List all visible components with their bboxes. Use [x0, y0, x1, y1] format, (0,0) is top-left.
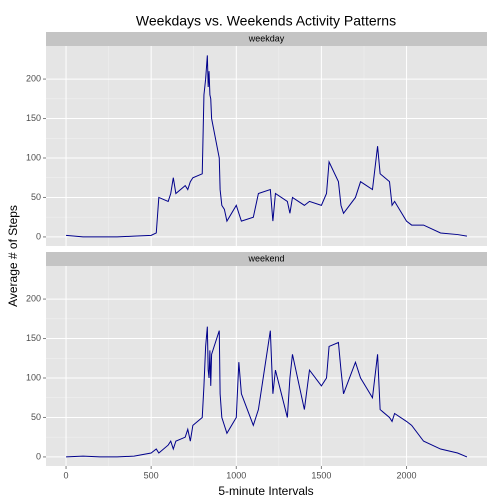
x-tick-label: 2000	[397, 470, 417, 480]
series-line	[66, 55, 468, 238]
strip-label: weekend	[247, 253, 284, 263]
chart-title: Weekdays vs. Weekends Activity Patterns	[136, 13, 396, 29]
y-tick-label: 0	[36, 451, 41, 461]
y-tick-label: 0	[36, 231, 41, 241]
panel	[46, 266, 487, 466]
y-tick-label: 100	[26, 152, 41, 162]
x-tick-label: 500	[144, 470, 159, 480]
x-axis-label: 5-minute Intervals	[218, 484, 313, 498]
y-tick-label: 100	[26, 372, 41, 382]
strip-label: weekday	[248, 33, 285, 43]
series-line	[66, 326, 468, 458]
y-tick-label: 200	[26, 293, 41, 303]
y-tick-label: 150	[26, 113, 41, 123]
panel	[46, 46, 487, 246]
strip	[46, 252, 487, 266]
strip	[46, 32, 487, 46]
y-tick-label: 200	[26, 73, 41, 83]
x-tick-label: 0	[64, 470, 69, 480]
x-tick-label: 1500	[311, 470, 331, 480]
y-tick-label: 50	[31, 192, 41, 202]
y-tick-label: 150	[26, 333, 41, 343]
y-tick-label: 50	[31, 412, 41, 422]
y-axis-label: Average # of Steps	[6, 205, 20, 307]
x-tick-label: 1000	[226, 470, 246, 480]
